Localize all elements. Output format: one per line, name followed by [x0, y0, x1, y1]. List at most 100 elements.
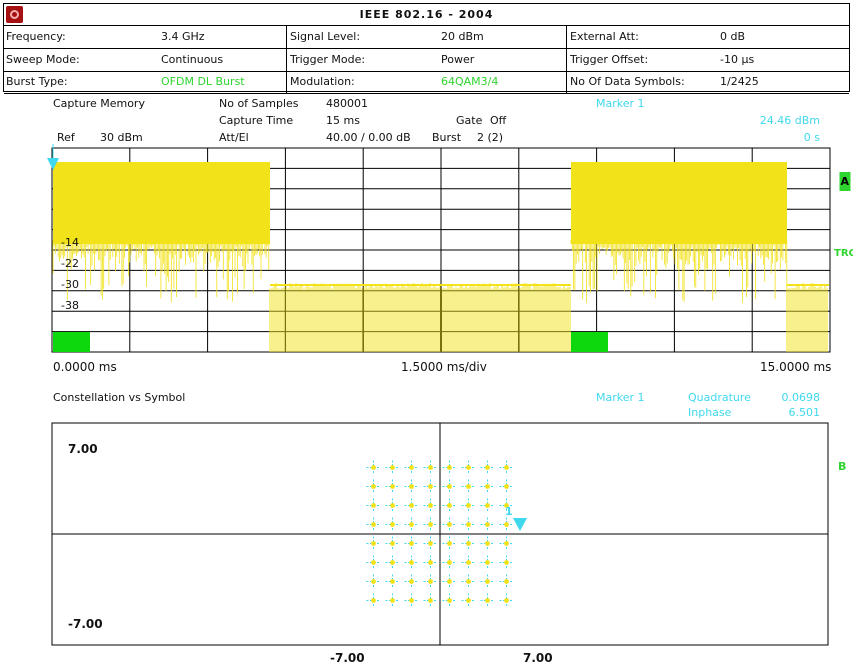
constellation-point — [442, 460, 457, 475]
column-divider — [566, 25, 567, 93]
constellation-plot[interactable]: 1 7.00 -7.00 — [0, 420, 853, 650]
constellation-point — [404, 574, 419, 589]
constellation-point — [404, 460, 419, 475]
marker-label: Marker 1 — [596, 97, 645, 110]
quadrature-value: 0.0698 — [781, 391, 821, 404]
capture-memory-plot[interactable]: -14 -22 -30 -38 — [0, 140, 853, 375]
constellation-point — [423, 574, 438, 589]
constellation-point — [461, 574, 476, 589]
frequency-label: Frequency: — [6, 30, 66, 43]
constellation-point — [461, 460, 476, 475]
constellation-point — [423, 593, 438, 608]
constellation-point — [423, 460, 438, 475]
constellation-point — [442, 574, 457, 589]
samples-value: 480001 — [326, 97, 368, 110]
constellation-point — [499, 479, 514, 494]
burst-marker — [571, 332, 608, 352]
burst-marker — [53, 332, 90, 352]
constellation-point — [385, 479, 400, 494]
constellation-point — [461, 517, 476, 532]
settings-row-3: Burst Type: OFDM DL Burst Modulation: 64… — [4, 71, 849, 94]
constellation-point — [423, 536, 438, 551]
constellation-point — [442, 479, 457, 494]
constellation-point — [366, 593, 381, 608]
data-symbols-label: No Of Data Symbols: — [570, 75, 685, 88]
marker-number: 1 — [505, 505, 513, 518]
power-trace — [52, 162, 829, 352]
modulation-value: 64QAM3/4 — [441, 75, 499, 88]
y-axis-ticks: -14 -22 -30 -38 — [61, 236, 79, 312]
x-start-label: 0.0000 ms — [53, 360, 117, 374]
burst-envelope — [53, 162, 270, 244]
trigger-offset-value: -10 µs — [720, 53, 755, 66]
trace-b-indicator: B — [838, 460, 847, 473]
ref-label: Ref — [57, 131, 75, 144]
gate-value: Off — [490, 114, 507, 127]
sweep-mode-label: Sweep Mode: — [6, 53, 80, 66]
constellation-point — [499, 517, 514, 532]
constellation-marker: 1 — [505, 505, 527, 531]
inphase-label: Inphase — [688, 406, 732, 419]
constellation-point — [385, 460, 400, 475]
inphase-value: 6.501 — [788, 406, 821, 419]
constellation-point — [499, 498, 514, 513]
y-min-label: -7.00 — [68, 617, 103, 631]
constellation-point — [499, 593, 514, 608]
y-tick-label: -38 — [61, 299, 79, 312]
samples-label: No of Samples — [219, 97, 299, 110]
constellation-marker-label: Marker 1 — [596, 391, 645, 404]
burst-type-label: Burst Type: — [6, 75, 68, 88]
constellation-point — [461, 498, 476, 513]
constellation-point — [366, 479, 381, 494]
constellation-point — [499, 536, 514, 551]
constellation-point — [461, 479, 476, 494]
constellation-point — [461, 555, 476, 570]
constellation-point — [366, 555, 381, 570]
y-tick-label: -30 — [61, 278, 79, 291]
x-min-label: -7.00 — [330, 651, 365, 665]
trigger-mode-label: Trigger Mode: — [290, 53, 366, 66]
external-att-value: 0 dB — [720, 30, 746, 43]
settings-row-1: Frequency: 3.4 GHz Signal Level: 20 dBm … — [4, 26, 849, 49]
constellation-points — [366, 460, 514, 608]
capture-title: Capture Memory — [53, 97, 145, 110]
constellation-point — [404, 555, 419, 570]
constellation-point — [423, 555, 438, 570]
constellation-point — [480, 498, 495, 513]
external-att-label: External Att: — [570, 30, 639, 43]
x-max-label: 7.00 — [523, 651, 553, 665]
constellation-point — [404, 517, 419, 532]
burst-value: 2 (2) — [477, 131, 504, 144]
constellation-point — [442, 555, 457, 570]
constellation-point — [480, 517, 495, 532]
constellation-point — [366, 574, 381, 589]
capture-time-value: 15 ms — [326, 114, 360, 127]
plot-overlay — [47, 144, 608, 352]
y-tick-label: -22 — [61, 257, 79, 270]
marker-level: 24.46 dBm — [759, 114, 820, 127]
constellation-point — [461, 593, 476, 608]
constellation-point — [442, 498, 457, 513]
constellation-point — [499, 574, 514, 589]
trigger-marker-icon — [47, 158, 59, 170]
constellation-point — [442, 536, 457, 551]
constellation-point — [499, 555, 514, 570]
settings-row-2: Sweep Mode: Continuous Trigger Mode: Pow… — [4, 49, 849, 72]
marker-time: 0 s — [803, 131, 820, 144]
burst-type-value: OFDM DL Burst — [161, 75, 245, 88]
constellation-point — [442, 593, 457, 608]
constellation-point — [404, 536, 419, 551]
sweep-mode-value: Continuous — [161, 53, 224, 66]
constellation-point — [404, 498, 419, 513]
quadrature-label: Quadrature — [688, 391, 751, 404]
constellation-point — [385, 574, 400, 589]
constellation-point — [423, 479, 438, 494]
att-label: Att/El — [219, 131, 249, 144]
modulation-label: Modulation: — [290, 75, 355, 88]
constellation-point — [366, 536, 381, 551]
marker-triangle-icon — [513, 518, 527, 531]
constellation-point — [480, 574, 495, 589]
constellation-point — [480, 555, 495, 570]
gate-label: Gate — [456, 114, 483, 127]
column-divider — [286, 25, 287, 93]
